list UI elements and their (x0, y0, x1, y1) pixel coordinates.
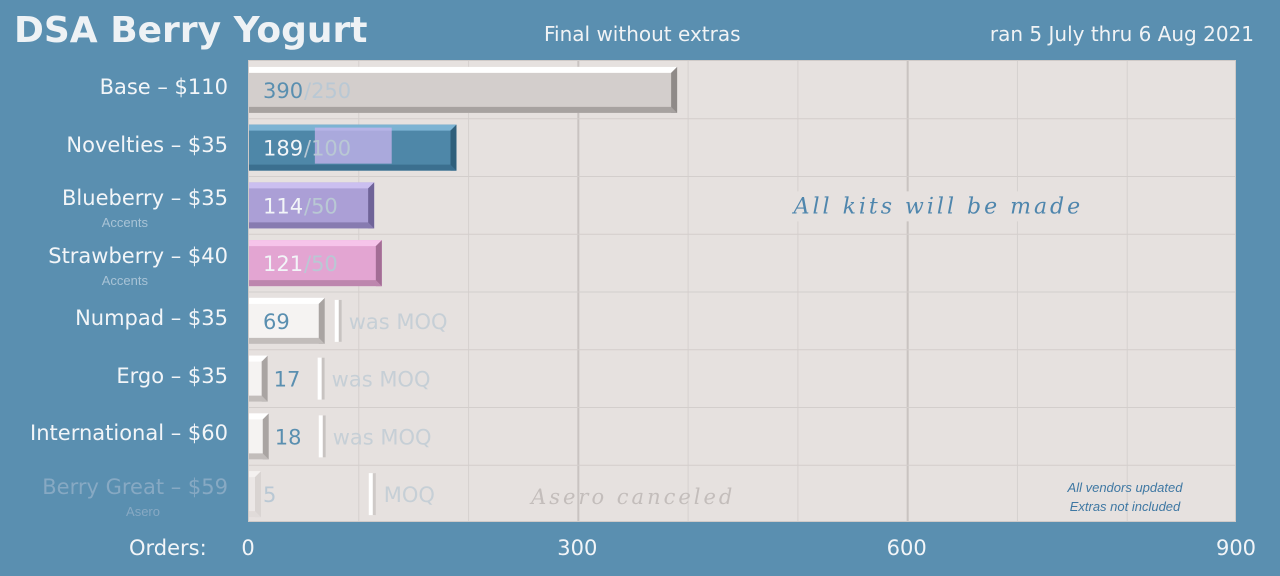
bar-4-bevel-top (249, 297, 325, 304)
bar-4-bevel-bottom (249, 337, 325, 344)
bar-3-bevel-bottom (249, 280, 382, 287)
moq-marker (317, 357, 325, 400)
annotation-all-kits: All kits will be made (792, 194, 1084, 219)
moq-label: /50 (304, 194, 338, 218)
annotation-bg (753, 191, 1117, 222)
bar-berry-great-bevel-bottom (249, 511, 261, 518)
bar-0-bevel-bottom (249, 106, 678, 113)
category-sublabel: Accents (101, 215, 148, 231)
bar-3-bevel-top (249, 240, 382, 247)
bar-6-bevel-top (249, 413, 269, 420)
bar-4-bevel-side (318, 297, 325, 344)
data-label: 18 (275, 425, 302, 449)
moq-label: was MOQ (349, 310, 448, 334)
data-label: 390 (263, 79, 303, 103)
category-label: Ergo – $35 (116, 363, 228, 388)
bar-0 (249, 66, 678, 113)
bar-4 (249, 297, 325, 344)
x-axis-label: Orders: (129, 536, 207, 560)
category-label: Novelties – $35 (66, 132, 228, 157)
bar-berry-great-bevel-top (249, 471, 261, 478)
data-label: 69 (263, 310, 290, 334)
moq-label: /100 (304, 137, 351, 161)
category-label: Berry Great – $59 (42, 475, 228, 500)
moq-label: was MOQ (333, 425, 432, 449)
bar-0-bevel-top (249, 66, 678, 73)
bar-3-bevel-side (375, 240, 382, 287)
moq-marker-shadow (322, 415, 326, 458)
category-label: International – $60 (30, 421, 228, 446)
data-label: 114 (263, 194, 303, 218)
chart-subtitle: Final without extras (544, 22, 741, 46)
moq-marker (368, 473, 375, 516)
category-sublabel: Accents (101, 273, 148, 289)
bar-2-bevel-side (368, 182, 375, 229)
category-label: Blueberry – $35 (62, 186, 228, 211)
bar-6-bevel-bottom (249, 453, 269, 460)
moq-label: /250 (304, 79, 351, 103)
category-label: Base – $110 (99, 74, 228, 99)
x-tick-label: 300 (557, 536, 598, 560)
bar-6-bevel-side (262, 413, 269, 460)
bar-2-bevel-top (249, 182, 375, 189)
data-label: 17 (274, 368, 301, 392)
page-title: DSA Berry Yogurt (14, 10, 368, 51)
category-label: Strawberry – $40 (48, 244, 228, 269)
bar-0-bevel-side (671, 66, 678, 113)
plot-area: 390/250 189/100 114/50 121/50 69 was MOQ 17 was… (248, 60, 1236, 522)
bar-5-bevel-top (249, 355, 268, 362)
run-dates: ran 5 July thru 6 Aug 2021 (989, 22, 1254, 46)
category-label: Numpad – $35 (75, 305, 228, 330)
x-tick-label: 600 (886, 536, 927, 560)
bar-5-bevel-side (261, 355, 268, 402)
data-label: 121 (263, 252, 303, 276)
moq-marker (318, 415, 326, 458)
bar-1-bevel-side (450, 124, 457, 171)
moq-marker-shadow (338, 299, 342, 342)
moq-label: /50 (304, 252, 338, 276)
moq-marker (334, 299, 342, 342)
vendor-note-line2: Extras not included (1069, 499, 1181, 514)
bar-1-bevel-bottom (249, 164, 457, 171)
bar-2-bevel-bottom (249, 222, 375, 229)
x-tick-label: 900 (1215, 536, 1257, 560)
data-label: 189 (263, 137, 303, 161)
data-label-berry-great: 5 (263, 483, 276, 507)
vendor-note: All vendors updated Extras not included (1040, 478, 1210, 516)
annotation-canceled: Asero canceled (529, 485, 735, 509)
bar-berry-great-bevel-side (255, 471, 261, 518)
moq-marker-shadow (372, 473, 376, 516)
bar-2 (249, 182, 375, 229)
category-sublabel: Asero (126, 504, 160, 520)
moq-highlight (314, 127, 392, 164)
x-tick-label: 0 (241, 536, 255, 560)
moq-label: MOQ (384, 483, 435, 507)
moq-marker-shadow (321, 357, 325, 400)
bar-3 (249, 240, 382, 287)
vendor-note-line1: All vendors updated (1067, 480, 1183, 495)
moq-label: was MOQ (332, 368, 431, 392)
bar-5-bevel-bottom (249, 395, 268, 402)
